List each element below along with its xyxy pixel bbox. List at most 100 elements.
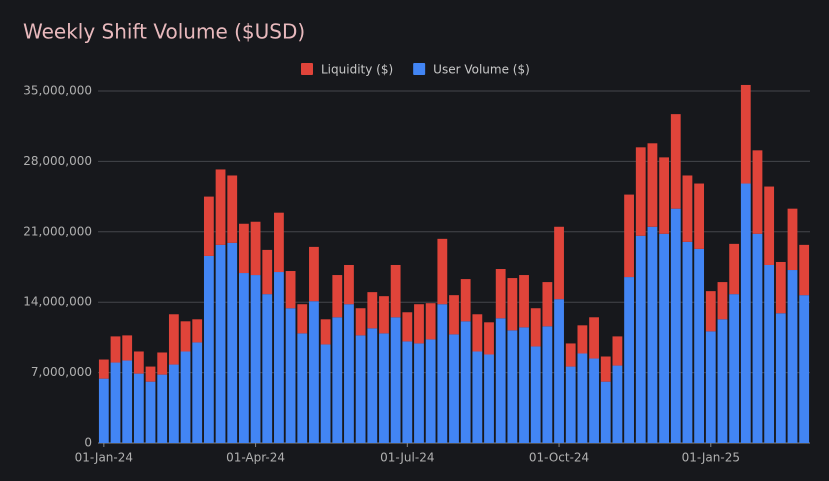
bar-segment xyxy=(309,301,319,443)
bar-segment xyxy=(215,244,226,443)
bar-segment xyxy=(600,356,611,382)
bar-segment xyxy=(705,331,716,443)
bar-segment xyxy=(110,362,121,443)
y-tick-label: 7,000,000 xyxy=(31,365,92,379)
bar-segment xyxy=(472,351,483,443)
bar-segment xyxy=(682,241,693,443)
bar-segment xyxy=(799,295,810,443)
bar-segment xyxy=(659,157,670,234)
bar-segment xyxy=(740,84,751,184)
bar-segment xyxy=(764,264,775,443)
bar-segment xyxy=(775,313,786,443)
legend-label: User Volume ($) xyxy=(433,63,530,77)
bar-segment xyxy=(157,374,168,443)
bar-segment xyxy=(390,317,401,443)
bar-segment xyxy=(262,294,273,443)
bar-segment xyxy=(344,264,354,305)
bar-segment xyxy=(647,143,658,227)
bar-segment xyxy=(682,175,693,242)
bar-segment xyxy=(670,114,681,209)
bar-segment xyxy=(670,208,681,443)
bar-segment xyxy=(717,319,728,443)
bar-segment xyxy=(203,255,214,443)
bar-segment xyxy=(460,279,471,322)
bar-segment xyxy=(624,194,634,278)
bar-segment xyxy=(752,233,763,443)
bar-segment xyxy=(122,335,133,361)
bar-segment xyxy=(565,366,576,443)
bar-segment xyxy=(133,351,144,374)
bar-segment xyxy=(787,270,798,443)
bar-segment xyxy=(729,243,740,295)
bar-segment xyxy=(122,360,133,443)
bar-segment xyxy=(285,271,296,309)
bar-segment xyxy=(157,352,168,375)
bar-segment xyxy=(799,244,810,296)
bar-segment xyxy=(577,353,588,443)
bar-segment xyxy=(484,322,494,355)
bar-segment xyxy=(203,196,214,256)
bar-segment xyxy=(227,242,238,443)
bar-segment xyxy=(379,296,389,334)
bar-segment xyxy=(635,147,646,236)
bar-segment xyxy=(414,304,424,344)
bar-segment xyxy=(717,282,728,320)
legend-label: Liquidity ($) xyxy=(321,63,393,77)
bar-segment xyxy=(367,292,378,329)
bar-segment xyxy=(624,277,634,443)
bar-segment xyxy=(379,333,389,443)
bar-segment xyxy=(425,303,436,340)
bar-segment xyxy=(344,304,354,443)
bar-segment xyxy=(705,291,716,332)
y-tick-label: 21,000,000 xyxy=(23,224,92,238)
bar-segment xyxy=(647,226,658,443)
x-tick-label: 01-Jul-24 xyxy=(380,451,434,465)
x-tick-label: 01-Jan-24 xyxy=(75,451,133,465)
bar-segment xyxy=(565,343,576,367)
bar-segment xyxy=(110,336,121,363)
bar-segment xyxy=(332,275,343,318)
bar-segment xyxy=(215,169,226,245)
bar-segment xyxy=(635,235,646,443)
x-tick-label: 01-Jan-25 xyxy=(682,451,740,465)
bar-segment xyxy=(752,150,763,234)
legend-swatch xyxy=(413,63,426,75)
bar-segment xyxy=(507,278,518,331)
bar-segment xyxy=(285,308,296,443)
bar-segment xyxy=(775,261,786,314)
legend-swatch xyxy=(301,63,313,75)
bar-segment xyxy=(659,233,670,443)
bar-segment xyxy=(192,319,203,343)
bar-segment xyxy=(740,183,751,444)
bar-segment xyxy=(297,333,308,443)
bar-segment xyxy=(98,359,109,379)
bar-segment xyxy=(694,248,705,443)
bar-segment xyxy=(402,341,413,443)
bar-segment xyxy=(238,273,249,443)
bar-segment xyxy=(297,304,308,334)
bar-segment xyxy=(519,275,529,328)
bar-segment xyxy=(495,269,506,319)
bar-segment xyxy=(402,312,413,342)
bar-segment xyxy=(133,373,144,443)
bar-segment xyxy=(238,223,249,274)
bar-segment xyxy=(472,314,483,352)
bar-segment xyxy=(309,246,319,302)
bar-segment xyxy=(355,335,366,443)
bar-segment xyxy=(425,339,436,443)
x-tick-label: 01-Oct-24 xyxy=(529,451,589,465)
bar-segment xyxy=(600,381,611,443)
y-tick-label: 28,000,000 xyxy=(23,154,92,168)
bar-segment xyxy=(764,186,775,265)
bar-segment xyxy=(449,334,459,443)
bar-segment xyxy=(250,275,261,443)
bar-segment xyxy=(554,226,564,300)
bar-segment xyxy=(530,346,541,443)
bar-segment xyxy=(320,319,331,345)
bar-segment xyxy=(577,325,588,354)
bar-segment xyxy=(484,354,494,443)
bar-segment xyxy=(694,183,705,249)
bar-segment xyxy=(589,358,599,443)
